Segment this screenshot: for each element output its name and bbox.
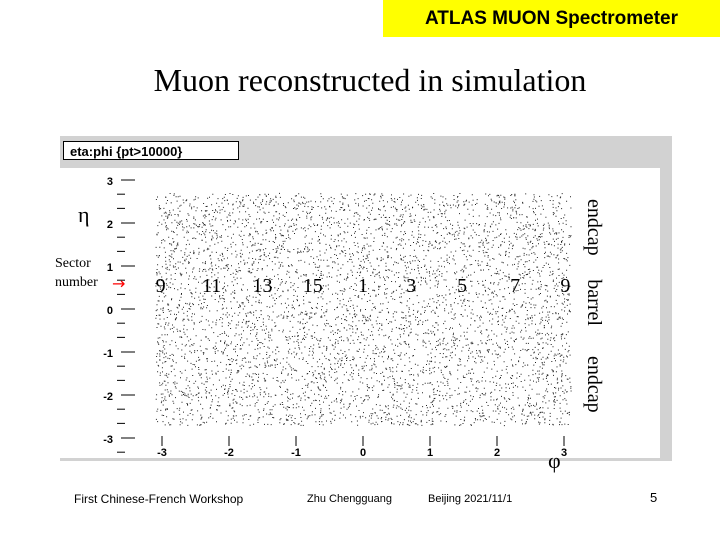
sector-number: 13 [253,275,273,297]
x-tick-label: -1 [291,447,301,459]
plot-title: eta:phi {pt>10000} [63,141,239,160]
sector-numbers: 9 11 13 15 1 3 5 7 9 [156,275,571,297]
sector-number: 5 [457,275,467,297]
x-tick-label: -2 [224,447,234,459]
y-tick-label: 3 [107,176,113,188]
footer-place-date: Beijing 2021/11/1 [428,493,513,505]
y-tick-label: -2 [103,391,113,403]
sector-label-line: Sector [55,256,91,271]
sector-number: 1 [358,275,368,297]
y-axis-label: η [78,202,90,227]
slide-title: Muon reconstructed in simulation [153,62,587,98]
sector-label: Sector number [55,256,98,290]
header-badge: ATLAS MUON Spectrometer [383,0,720,37]
x-tick-label: 3 [561,447,567,459]
x-axis: -3 -2 -1 0 1 2 3 [157,436,567,459]
x-tick-label: -3 [157,447,167,459]
scatter-point-cloud [155,192,572,427]
x-tick-label: 2 [494,447,500,459]
page-number: 5 [650,490,658,505]
plot-area [60,168,660,458]
x-tick-label: 1 [427,447,433,459]
y-tick-label: 1 [107,262,113,274]
region-label: barrel [583,279,605,326]
region-label: endcap [583,199,605,256]
sector-number: 9 [560,275,570,297]
sector-number: 3 [406,275,416,297]
sector-number: 9 [156,275,166,297]
footer-workshop: First Chinese-French Workshop [74,492,244,506]
sector-number: 11 [202,275,221,297]
y-tick-label: 0 [107,305,113,317]
sector-number: 7 [510,275,520,297]
y-tick-label: 2 [107,219,113,231]
sector-label-line: number [55,275,98,290]
sector-arrow: → [112,274,125,293]
x-axis-label: φ [548,448,561,473]
y-axis: 3 2 1 0 -1 -2 -3 [103,176,135,453]
y-tick-label: -3 [103,434,113,446]
region-labels: endcap barrel endcap [583,199,605,413]
y-tick-label: -1 [103,348,113,360]
sector-number: 15 [303,275,323,297]
footer-author: Zhu Chengguang [307,493,393,505]
region-label: endcap [583,356,605,413]
x-tick-label: 0 [360,447,366,459]
scatter-points [155,192,572,427]
